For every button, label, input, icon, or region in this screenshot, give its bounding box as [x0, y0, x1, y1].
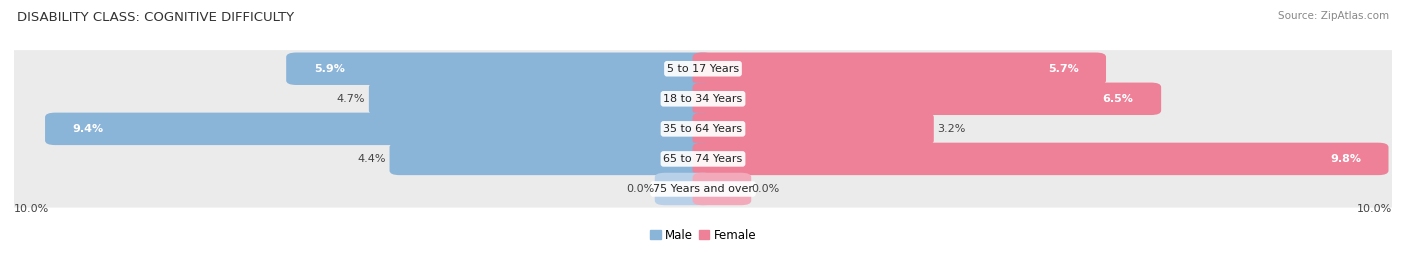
Text: DISABILITY CLASS: COGNITIVE DIFFICULTY: DISABILITY CLASS: COGNITIVE DIFFICULTY — [17, 11, 294, 24]
FancyBboxPatch shape — [693, 143, 1389, 175]
Text: 5.9%: 5.9% — [314, 64, 344, 74]
Text: 75 Years and over: 75 Years and over — [652, 184, 754, 194]
Text: 4.7%: 4.7% — [337, 94, 366, 104]
FancyBboxPatch shape — [693, 53, 1107, 85]
Text: 0.0%: 0.0% — [751, 184, 779, 194]
FancyBboxPatch shape — [389, 143, 713, 175]
Text: 9.8%: 9.8% — [1330, 154, 1361, 164]
FancyBboxPatch shape — [1, 110, 1405, 147]
FancyBboxPatch shape — [693, 113, 934, 145]
Text: 6.5%: 6.5% — [1102, 94, 1133, 104]
FancyBboxPatch shape — [655, 173, 713, 205]
FancyBboxPatch shape — [368, 83, 713, 115]
Text: 10.0%: 10.0% — [14, 204, 49, 214]
FancyBboxPatch shape — [693, 83, 1161, 115]
FancyBboxPatch shape — [45, 113, 713, 145]
Text: 5.7%: 5.7% — [1047, 64, 1078, 74]
FancyBboxPatch shape — [1, 140, 1405, 178]
Text: Source: ZipAtlas.com: Source: ZipAtlas.com — [1278, 11, 1389, 21]
Text: 65 to 74 Years: 65 to 74 Years — [664, 154, 742, 164]
FancyBboxPatch shape — [1, 80, 1405, 117]
Text: 4.4%: 4.4% — [357, 154, 387, 164]
FancyBboxPatch shape — [693, 173, 751, 205]
FancyBboxPatch shape — [1, 50, 1405, 87]
FancyBboxPatch shape — [287, 53, 713, 85]
Text: 18 to 34 Years: 18 to 34 Years — [664, 94, 742, 104]
Text: 35 to 64 Years: 35 to 64 Years — [664, 124, 742, 134]
Text: 5 to 17 Years: 5 to 17 Years — [666, 64, 740, 74]
FancyBboxPatch shape — [1, 170, 1405, 208]
Text: 0.0%: 0.0% — [627, 184, 655, 194]
Text: 10.0%: 10.0% — [1357, 204, 1392, 214]
Text: 3.2%: 3.2% — [938, 124, 966, 134]
Text: 9.4%: 9.4% — [73, 124, 104, 134]
Legend: Male, Female: Male, Female — [650, 228, 756, 242]
